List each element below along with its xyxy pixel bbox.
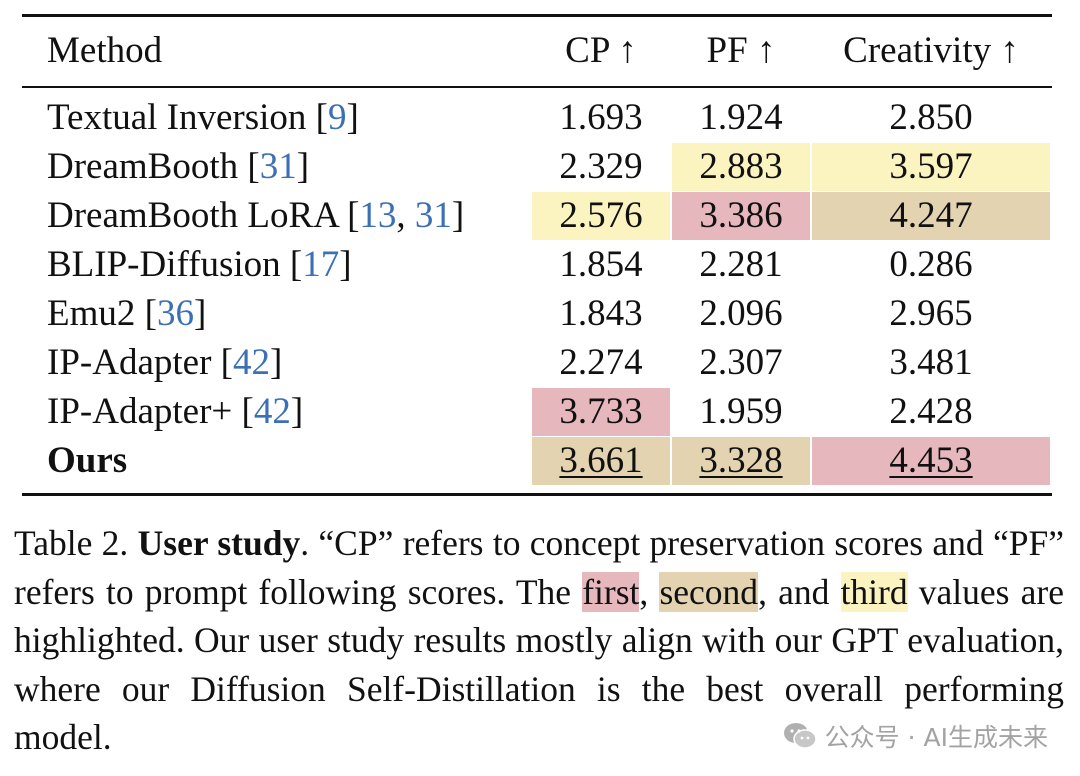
watermark-text: 公众号 · AI生成未来: [824, 723, 1048, 752]
pf-value-text: 2.096: [699, 293, 783, 334]
caption-text-2: values are highlighted. Our user study r…: [14, 571, 1065, 758]
creativity-value-text: 3.597: [889, 146, 973, 187]
legend-third: third: [840, 571, 908, 612]
citation-link[interactable]: 17: [302, 244, 340, 285]
pf-value: 1.924: [672, 94, 810, 142]
citation-link[interactable]: 13: [359, 195, 397, 236]
method-cell: DreamBooth LoRA [13, 31]: [47, 195, 465, 236]
pf-value: 2.307: [672, 339, 810, 387]
citation-link[interactable]: 31: [414, 195, 452, 236]
cp-value: 3.733: [532, 388, 670, 436]
method-cell: Textual Inversion [9]: [47, 97, 359, 138]
citation-link[interactable]: 42: [232, 342, 270, 383]
citation-link[interactable]: 31: [259, 146, 297, 187]
method-name: Textual Inversion: [47, 97, 316, 138]
method-name: IP-Adapter: [47, 342, 221, 383]
creativity-value-text: 4.247: [889, 195, 973, 236]
creativity-value-text: 2.850: [889, 97, 973, 138]
citation-link[interactable]: 36: [156, 293, 194, 334]
header-creativity: Creativity ↑: [843, 30, 1019, 71]
method-name: BLIP-Diffusion: [47, 244, 290, 285]
cp-value-text: 2.329: [559, 146, 643, 187]
creativity-value: 3.481: [812, 339, 1050, 387]
cp-value: 3.661: [532, 437, 670, 485]
pf-value: 1.959: [672, 388, 810, 436]
creativity-value: 0.286: [812, 241, 1050, 289]
pf-value: 2.096: [672, 290, 810, 338]
pf-value-text: 2.307: [699, 342, 783, 383]
legend-first: first: [582, 571, 640, 612]
table-top-rule: [22, 14, 1052, 17]
caption-label: Table 2.: [14, 523, 138, 563]
table-bottom-rule: [22, 493, 1052, 496]
pf-value-text: 2.883: [699, 146, 783, 187]
cp-value: 1.693: [532, 94, 670, 142]
cp-value-text: 3.661: [559, 440, 643, 481]
header-cp: CP ↑: [565, 30, 637, 71]
method-name: DreamBooth: [47, 146, 248, 187]
creativity-value: 2.850: [812, 94, 1050, 142]
cp-value: 2.329: [532, 143, 670, 191]
method-name: Ours: [47, 440, 128, 481]
method-cell: IP-Adapter+ [42]: [47, 391, 304, 432]
header-method: Method: [47, 30, 163, 71]
wechat-icon: [783, 723, 817, 749]
method-cell: IP-Adapter [42]: [47, 342, 283, 383]
table-header-rule: [22, 86, 1052, 88]
creativity-value-text: 0.286: [889, 244, 973, 285]
table-caption: Table 2. User study. “CP” refers to conc…: [14, 519, 1064, 762]
method-name: IP-Adapter+: [47, 391, 242, 432]
creativity-value: 3.597: [812, 143, 1050, 191]
caption-sep-1: ,: [639, 571, 660, 612]
method-name: DreamBooth LoRA: [47, 195, 348, 236]
creativity-value-text: 2.965: [889, 293, 973, 334]
caption-title: User study: [137, 523, 301, 563]
pf-value-text: 1.924: [699, 97, 783, 138]
method-cell: Ours: [47, 437, 537, 485]
watermark: 公众号 · AI生成未来: [783, 716, 1048, 756]
pf-value-text: 1.959: [699, 391, 783, 432]
cp-value: 1.854: [532, 241, 670, 289]
method-cell: DreamBooth [31]: [47, 146, 310, 187]
creativity-value: 2.965: [812, 290, 1050, 338]
cp-value-text: 2.576: [559, 195, 643, 236]
cp-value-text: 1.693: [559, 97, 643, 138]
cp-value-text: 1.854: [559, 244, 643, 285]
pf-value: 3.386: [672, 192, 810, 240]
pf-value: 3.328: [672, 437, 810, 485]
pf-value: 2.281: [672, 241, 810, 289]
method-cell: BLIP-Diffusion [17]: [47, 244, 352, 285]
creativity-value: 4.247: [812, 192, 1050, 240]
caption-text-1: . “CP” refers to concept preservation sc…: [14, 523, 1064, 612]
creativity-value: 4.453: [812, 437, 1050, 485]
method-cell: Emu2 [36]: [47, 293, 207, 334]
cp-value-text: 1.843: [559, 293, 643, 334]
creativity-value: 2.428: [812, 388, 1050, 436]
cp-value-text: 3.733: [559, 391, 643, 432]
creativity-value-text: 3.481: [889, 342, 973, 383]
method-name: Emu2: [47, 293, 145, 334]
header-pf: PF ↑: [706, 30, 776, 71]
pf-value-text: 3.386: [699, 195, 783, 236]
citation-link[interactable]: 9: [328, 97, 347, 138]
creativity-value-text: 2.428: [889, 391, 973, 432]
cp-value: 2.274: [532, 339, 670, 387]
cp-value: 2.576: [532, 192, 670, 240]
citation-link[interactable]: 42: [253, 391, 291, 432]
creativity-value-text: 4.453: [889, 440, 973, 481]
cp-value: 1.843: [532, 290, 670, 338]
caption-sep-2: , and: [758, 571, 841, 612]
pf-value: 2.883: [672, 143, 810, 191]
pf-value-text: 3.328: [699, 440, 783, 481]
pf-value-text: 2.281: [699, 244, 783, 285]
cp-value-text: 2.274: [559, 342, 643, 383]
legend-second: second: [659, 571, 759, 612]
